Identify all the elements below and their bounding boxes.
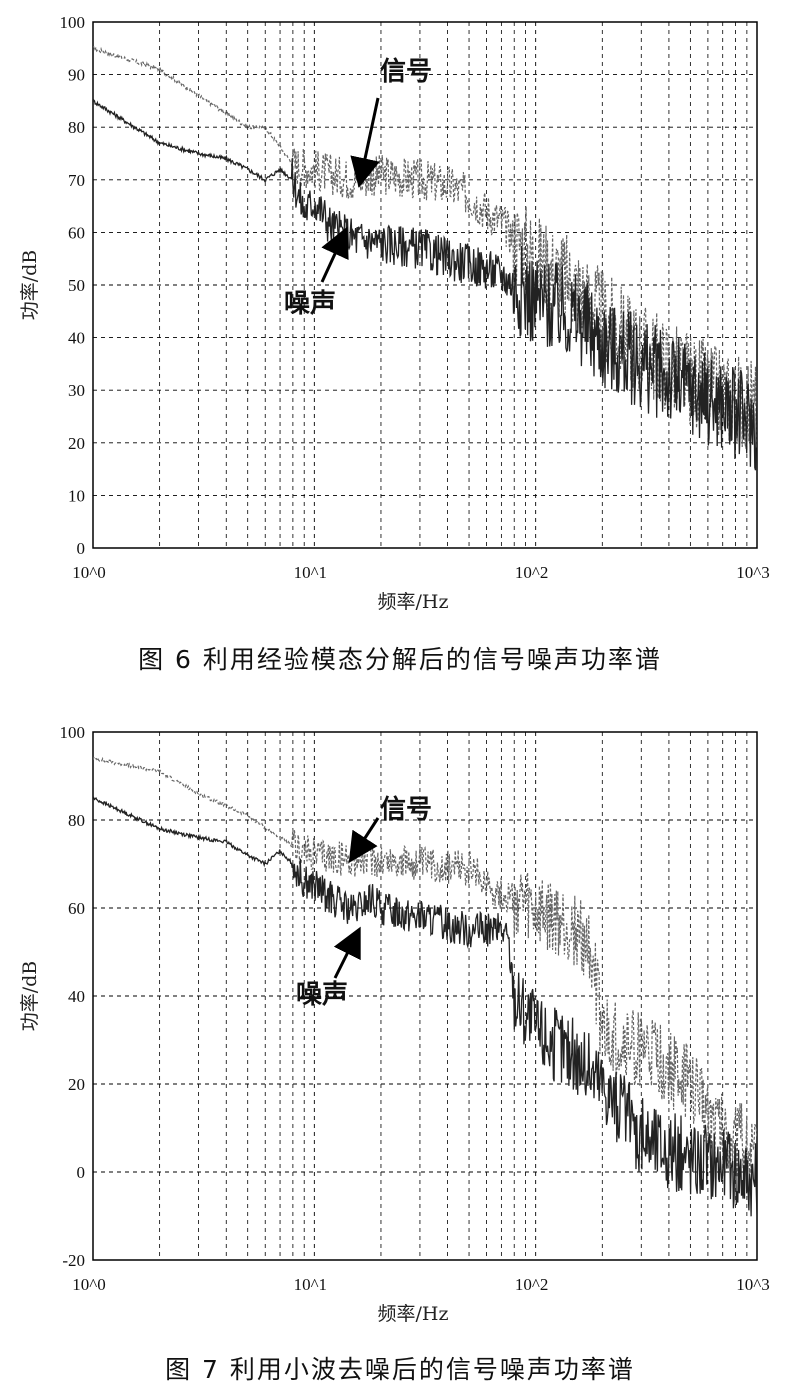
x-axis-label: 频率/Hz [378, 591, 449, 613]
annotation-label: 信号 [380, 57, 432, 87]
x-tick-label: 10^3 [736, 1275, 769, 1294]
figure-caption: 图 7 利用小波去噪后的信号噪声功率谱 [165, 1355, 635, 1384]
x-tick-label: 10^0 [72, 1275, 105, 1294]
annotation-label: 噪声 [296, 980, 348, 1010]
y-tick-label: 0 [77, 1163, 86, 1182]
y-tick-label: 100 [60, 723, 86, 742]
y-tick-label: 60 [68, 223, 85, 242]
figure-7: -20 0 20 40 60 80 100 10^0 10^1 10^2 10^3 频率/Hz 功率/d… [0, 700, 800, 1397]
y-tick-label: 60 [68, 899, 85, 918]
y-axis-label: 功率/dB [19, 250, 41, 321]
annotation-label: 信号 [380, 795, 432, 825]
power-spectrum-chart-emd: 0 10 20 30 40 50 60 70 80 90 100 10^0 10^1 10^2 10^3 频率… [19, 13, 770, 613]
y-tick-label: 20 [68, 434, 85, 453]
y-tick-label: 80 [68, 811, 85, 830]
annotation-arrow [333, 926, 361, 979]
figure-6: 0 10 20 30 40 50 60 70 80 90 100 10^0 10^1 10^2 10^3 频率… [0, 0, 800, 690]
y-tick-label: 90 [68, 66, 85, 85]
y-tick-label: 40 [68, 329, 85, 348]
x-tick-label: 10^2 [515, 1275, 548, 1294]
x-tick-label: 10^1 [294, 563, 327, 582]
annotation-arrow [320, 226, 349, 283]
x-tick-label: 10^3 [736, 563, 769, 582]
series-line-noise [93, 98, 757, 471]
x-tick-label: 10^0 [72, 563, 105, 582]
y-tick-label: 0 [77, 539, 86, 558]
y-tick-label: 20 [68, 1075, 85, 1094]
y-tick-label: 30 [68, 381, 85, 400]
y-tick-label: -20 [62, 1251, 85, 1270]
y-tick-label: 100 [60, 13, 86, 32]
annotation-label: 噪声 [284, 289, 336, 319]
y-tick-label: 70 [68, 171, 85, 190]
y-tick-label: 40 [68, 987, 85, 1006]
x-tick-label: 10^2 [515, 563, 548, 582]
annotation-arrow [348, 817, 380, 864]
annotation-arrow [350, 97, 380, 188]
y-tick-label: 80 [68, 118, 85, 137]
grid-lines [93, 732, 757, 1260]
series-line-noise [93, 796, 757, 1218]
y-tick-label: 10 [68, 486, 85, 505]
y-axis-label: 功率/dB [19, 961, 41, 1032]
x-tick-label: 10^1 [294, 1275, 327, 1294]
x-axis-label: 频率/Hz [378, 1303, 449, 1325]
power-spectrum-chart-wavelet: -20 0 20 40 60 80 100 10^0 10^1 10^2 10^3 频率/Hz 功率/d… [19, 723, 770, 1325]
figure-caption: 图 6 利用经验模态分解后的信号噪声功率谱 [138, 645, 662, 674]
series-line-signal [93, 45, 757, 449]
series-line-signal [93, 756, 757, 1181]
y-tick-label: 50 [68, 276, 85, 295]
